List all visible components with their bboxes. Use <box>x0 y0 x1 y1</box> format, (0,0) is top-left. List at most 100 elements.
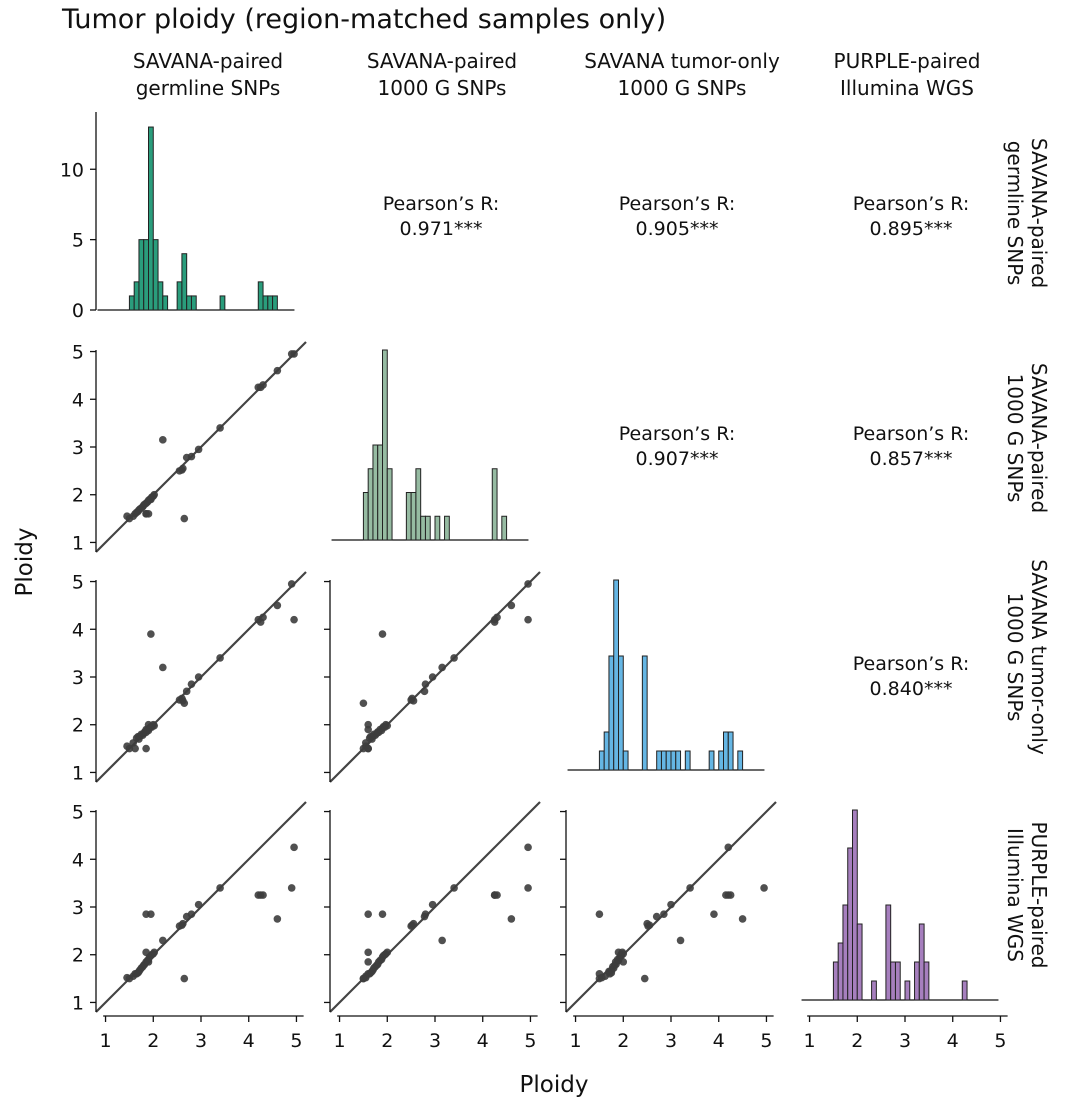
x-tick-label-c2-5: 5 <box>760 1030 772 1052</box>
hist-bar-2-1 <box>603 731 610 771</box>
scatter-point-r3-c1-24 <box>378 910 387 918</box>
scatter-point-r3-c2-37 <box>760 884 768 892</box>
x-tick-label-c0-3: 3 <box>195 1030 207 1052</box>
y-tick-label-r3-4: 4 <box>72 849 84 871</box>
scatter-point-r3-c0-38 <box>290 843 298 852</box>
hist-bar-0-1 <box>133 281 140 311</box>
hist-bar-3-13 <box>923 961 930 1001</box>
scatter-point-r2-c0-32 <box>180 699 189 708</box>
correlation-label-r1-c2: Pearson’s R: <box>619 423 736 445</box>
hist-bar-0-11 <box>190 295 197 311</box>
x-tick-label-c3-5: 5 <box>994 1030 1006 1052</box>
scatter-point-r3-c0-36 <box>273 915 282 923</box>
scatter-point-r2-c0-18 <box>150 721 159 730</box>
scatter-point-r2-c1-23 <box>364 744 372 753</box>
scatter-point-r3-c0-24 <box>147 910 155 918</box>
scatter-point-r1-c0-38 <box>290 350 298 358</box>
hist-bar-1-8 <box>415 468 422 541</box>
hist-bar-2-8 <box>660 750 667 771</box>
hist-bar-3-7 <box>885 904 892 1001</box>
hist-bar-3-0 <box>832 961 839 1001</box>
y-tick-label-r3-2: 2 <box>72 945 84 967</box>
column-header-3-line-1: SAVANA tumor-only <box>584 49 780 73</box>
x-tick-label-c1-5: 5 <box>524 1030 536 1052</box>
hist-bar-3-11 <box>914 961 920 1001</box>
chart-title: Tumor ploidy (region-matched samples onl… <box>61 4 666 35</box>
x-tick-label-c0-4: 4 <box>243 1030 255 1052</box>
y-tick-label-r2-1: 1 <box>72 762 84 784</box>
scatter-point-r3-c2-19 <box>614 948 623 957</box>
scatter-point-r2-c0-37 <box>287 580 296 588</box>
count-tick-label-10: 10 <box>60 159 84 181</box>
scatter-point-r3-c2-21 <box>676 936 685 945</box>
hist-bar-1-14 <box>501 515 508 541</box>
scatter-point-r3-c2-28 <box>652 912 661 921</box>
hist-bar-0-10 <box>186 295 192 311</box>
x-tick-label-c1-1: 1 <box>333 1030 345 1052</box>
hist-bar-3-10 <box>904 980 911 1001</box>
row-header-2-line-2: 1000 G SNPs <box>1003 374 1027 503</box>
scatter-point-r3-c1-31 <box>450 884 458 892</box>
row-header-1-line-1: SAVANA-paired <box>1027 138 1051 288</box>
hist-bar-2-3 <box>613 579 620 771</box>
hist-bar-0-4 <box>148 126 154 311</box>
scatter-point-r3-c2-36 <box>738 915 747 923</box>
hist-bar-1-7 <box>410 492 417 541</box>
scatter-point-r3-c1-22 <box>364 958 372 966</box>
hist-bar-3-12 <box>918 923 925 1001</box>
scatter-point-r3-c2-30 <box>667 900 675 909</box>
scatter-point-r3-c1-30 <box>428 900 437 909</box>
hist-bar-1-4 <box>382 349 388 541</box>
scatter-point-r3-c1-29 <box>421 910 430 918</box>
scatter-point-r3-c0-18 <box>150 948 159 957</box>
scatter-point-r3-c1-35 <box>493 891 501 899</box>
row-header-4-line-1: PURPLE-paired <box>1027 822 1051 969</box>
scatter-point-r2-c1-22 <box>364 720 372 729</box>
hist-bar-2-15 <box>723 731 729 771</box>
y-tick-label-r1-3: 3 <box>72 437 84 459</box>
hist-bar-2-9 <box>665 750 672 771</box>
scatter-point-r2-c1-29 <box>421 680 430 688</box>
scatter-point-r2-c1-37 <box>524 580 532 588</box>
column-header-4-line-1: PURPLE-paired <box>834 49 981 73</box>
hist-bar-0-3 <box>143 239 150 311</box>
correlation-label-r0-c2: Pearson’s R: <box>619 193 736 215</box>
column-header-2-line-2: 1000 G SNPs <box>378 76 507 100</box>
hist-bar-2-16 <box>727 731 734 771</box>
x-tick-label-c1-4: 4 <box>477 1030 489 1052</box>
scatter-point-r2-c0-29 <box>187 680 196 688</box>
hist-bar-2-13 <box>708 750 715 771</box>
hist-bar-1-9 <box>420 515 426 541</box>
hist-bar-0-0 <box>128 295 135 311</box>
hist-bar-2-4 <box>618 655 624 771</box>
row-header-3-line-1: SAVANA tumor-only <box>1027 559 1051 755</box>
x-tick-label-c2-4: 4 <box>713 1030 725 1052</box>
y-tick-label-r2-4: 4 <box>72 619 84 641</box>
hist-bar-3-4 <box>852 809 858 1001</box>
scatter-point-r3-c1-19 <box>364 948 372 957</box>
scatter-point-r2-c0-31 <box>216 654 224 662</box>
scatter-point-r3-c2-23 <box>595 910 604 918</box>
hist-bar-0-14 <box>262 295 269 311</box>
count-tick-label-0: 0 <box>72 300 84 322</box>
hist-bar-1-6 <box>405 492 412 541</box>
x-tick-label-c2-2: 2 <box>617 1030 629 1052</box>
x-tick-label-c2-3: 3 <box>665 1030 677 1052</box>
scatter-point-r2-c0-38 <box>290 615 298 624</box>
scatter-point-r2-c1-24 <box>378 630 387 638</box>
hist-bar-3-1 <box>837 942 844 1001</box>
scatter-point-r2-c0-24 <box>147 630 155 638</box>
hist-bar-0-15 <box>267 295 274 311</box>
hist-bar-1-5 <box>386 468 393 541</box>
x-tick-label-c2-1: 1 <box>569 1030 581 1052</box>
scatter-point-r3-c0-35 <box>259 891 267 899</box>
correlation-value-r0-c1: 0.971*** <box>400 218 483 240</box>
scatter-point-r3-c0-27 <box>179 919 187 928</box>
scatter-point-r3-c2-24 <box>710 910 718 918</box>
scatter-point-r2-c0-35 <box>259 613 267 622</box>
scatter-point-r3-c2-32 <box>640 974 649 983</box>
scatter-point-r2-c0-22 <box>144 720 153 729</box>
hist-bar-0-6 <box>157 281 164 311</box>
hist-bar-1-11 <box>434 515 441 541</box>
y-tick-label-r2-3: 3 <box>72 667 84 689</box>
